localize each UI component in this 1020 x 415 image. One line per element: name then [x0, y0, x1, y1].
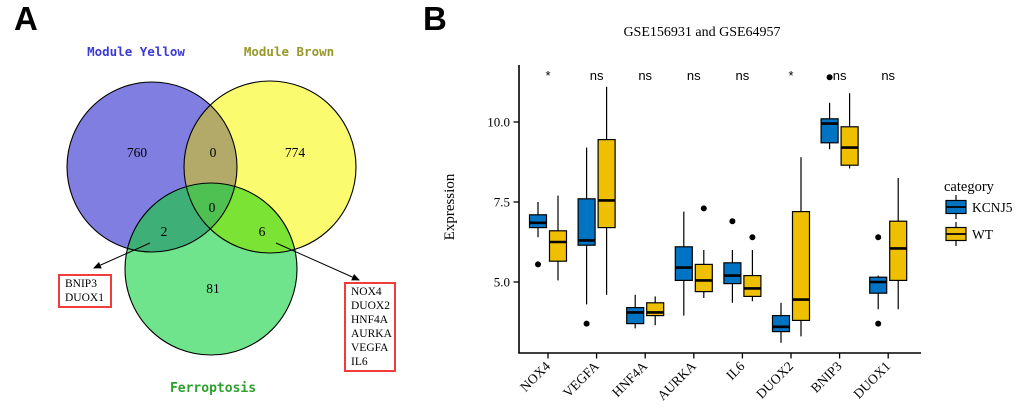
box-kcnj5-duox1: [869, 276, 888, 294]
gene-name: AURKA: [351, 327, 392, 340]
outlier-point: [875, 234, 882, 241]
x-tick-label-aurka: AURKA: [654, 358, 699, 403]
count-module-yellow-only: 760: [127, 145, 148, 160]
box-wt-duox1: [889, 220, 908, 281]
panel-a-venn: A: [0, 0, 420, 415]
count-all-three: 0: [209, 200, 216, 215]
significance-marker: ns: [736, 68, 750, 83]
significance-marker: ns: [638, 68, 652, 83]
x-tick-label-vegfa: VEGFA: [560, 358, 602, 400]
gene-name: IL6: [351, 355, 368, 368]
panel-b-label: B: [423, 0, 447, 37]
panel-a-label: A: [14, 0, 38, 37]
x-tick-label-hnf4a: HNF4A: [609, 358, 651, 400]
legend-title: category: [944, 179, 995, 195]
outlier-point: [729, 218, 736, 225]
legend-key-kcnj5: KCNJ5: [945, 195, 1013, 219]
legend-key-wt: WT: [945, 222, 994, 246]
box-wt-bnip3: [840, 126, 859, 166]
gene-callout-yellow-ferroptosis: BNIP3 DUOX1: [58, 274, 112, 308]
y-tick-label: 7.5: [494, 195, 510, 210]
box-wt-aurka: [694, 263, 713, 293]
legend: category KCNJ5 WT: [944, 179, 1013, 246]
chart-title: GSE156931 and GSE64957: [623, 25, 780, 40]
significance-marker: ns: [881, 68, 895, 83]
x-tick-label-duox1: DUOX1: [850, 359, 893, 402]
gene-callout-brown-ferroptosis: NOX4 DUOX2 HNF4A AURKA VEGFA IL6: [344, 282, 396, 372]
venn-diagram: Module Yellow Module Brown Ferroptosis 7…: [66, 44, 360, 396]
callout-arrow-left: [93, 242, 151, 269]
callout-arrow-right: [275, 242, 360, 281]
venn-outline-module-yellow: [66, 81, 238, 253]
significance-marker: ns: [590, 68, 604, 83]
venn-outline-ferroptosis: [124, 182, 298, 356]
box-wt-il6: [743, 275, 762, 298]
x-tick-label-duox2: DUOX2: [753, 359, 796, 402]
gene-name: BNIP3: [65, 278, 97, 290]
venn-overlap-brown-ferroptosis: [184, 183, 297, 253]
gene-name: DUOX1: [65, 291, 104, 304]
count-yellow-ferroptosis: 2: [161, 224, 168, 239]
outlier-point: [583, 320, 590, 327]
y-tick-label: 5.0: [494, 275, 510, 290]
panel-b-boxplot: B GSE156931 and GSE64957 Expression 5.0 7…: [420, 0, 1020, 415]
x-tick-label-il6: IL6: [723, 358, 748, 383]
outlier-point: [535, 261, 541, 268]
count-brown-ferroptosis: 6: [259, 224, 266, 239]
x-tick-label-bnip3: BNIP3: [808, 358, 845, 395]
venn-outline-module-brown: [183, 80, 357, 254]
gene-name: HNF4A: [351, 313, 389, 326]
set-label-ferroptosis: Ferroptosis: [170, 381, 256, 396]
outlier-point: [749, 234, 756, 241]
count-yellow-brown: 0: [210, 145, 217, 160]
count-module-brown-only: 774: [285, 145, 306, 160]
boxplot-chart: GSE156931 and GSE64957 Expression 5.0 7.5…: [442, 25, 1013, 403]
x-tick-label-nox4: NOX4: [517, 358, 553, 394]
outlier-point: [826, 74, 833, 81]
box-kcnj5-il6: [723, 262, 742, 285]
gene-name: VEGFA: [351, 341, 389, 354]
gene-name: DUOX2: [351, 299, 390, 312]
box-wt-vegfa: [597, 139, 616, 229]
y-axis-label: Expression: [442, 173, 458, 240]
box-kcnj5-nox4: [528, 214, 548, 229]
outlier-point: [875, 320, 882, 327]
significance-marker: *: [788, 68, 793, 83]
box-wt-duox2: [791, 211, 811, 322]
y-tick-label: 10.0: [487, 115, 510, 130]
gene-name: NOX4: [351, 286, 382, 298]
legend-label-kcnj5: KCNJ5: [972, 200, 1013, 215]
venn-overlap-yellow-ferroptosis: [125, 183, 237, 252]
box-kcnj5-hnf4a: [626, 307, 645, 325]
count-ferroptosis-only: 81: [206, 281, 220, 296]
significance-marker: ns: [687, 68, 701, 83]
box-kcnj5-duox2: [771, 315, 791, 333]
box-kcnj5-vegfa: [577, 198, 596, 246]
box-kcnj5-aurka: [674, 246, 693, 282]
set-label-module-brown: Module Brown: [244, 44, 334, 59]
legend-label-wt: WT: [972, 227, 994, 242]
significance-marker: *: [545, 68, 550, 83]
significance-marker: ns: [833, 68, 847, 83]
box-wt-nox4: [548, 230, 568, 262]
outlier-point: [700, 205, 707, 212]
set-label-module-yellow: Module Yellow: [87, 44, 185, 59]
